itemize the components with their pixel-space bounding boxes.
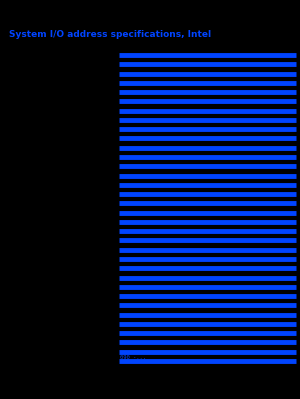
- Text: 090 -...: 090 -...: [121, 355, 146, 360]
- Text: System I/O address specifications, Intel: System I/O address specifications, Intel: [9, 30, 211, 39]
